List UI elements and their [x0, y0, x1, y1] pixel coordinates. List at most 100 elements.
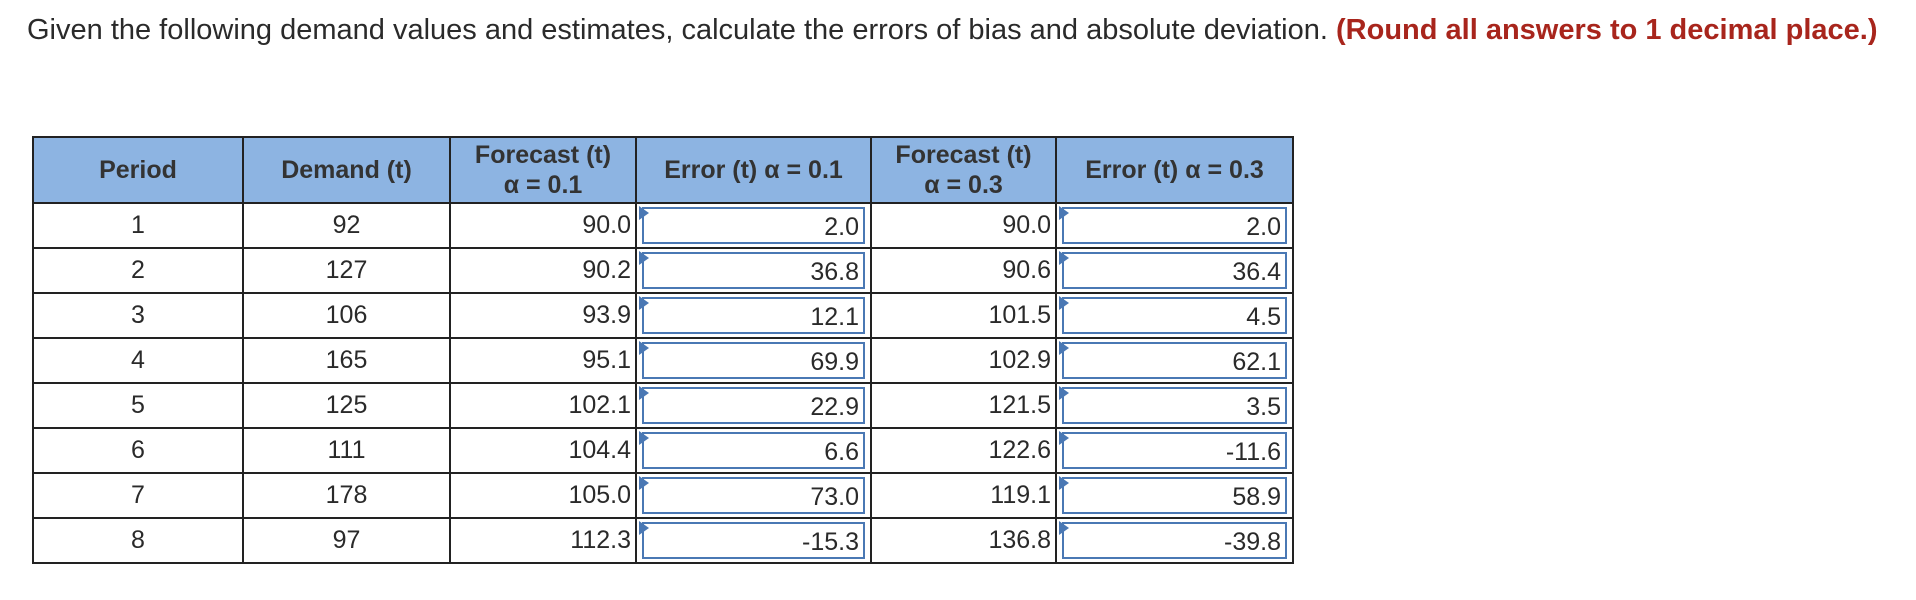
period-cell: 4	[32, 337, 244, 384]
error-alpha-01-input[interactable]: 22.9	[642, 387, 865, 424]
error-alpha-03-input[interactable]: 4.5	[1062, 297, 1287, 334]
error-alpha-03-cell: 3.5	[1055, 382, 1294, 429]
error-alpha-01-input[interactable]: 73.0	[642, 477, 865, 514]
answer-marker-icon	[639, 206, 649, 220]
table-header-row: Period Demand (t) Forecast (t) α = 0.1 E…	[32, 136, 1294, 204]
answer-marker-icon	[1059, 206, 1069, 220]
answer-marker-icon	[639, 341, 649, 355]
answer-marker-icon	[1059, 296, 1069, 310]
question-prompt: Given the following demand values and es…	[27, 14, 1328, 46]
forecast-alpha-03-cell: 102.9	[870, 337, 1057, 384]
forecast-alpha-01-cell: 90.0	[449, 202, 637, 249]
demand-cell: 127	[242, 247, 451, 294]
forecast-alpha-03-cell: 122.6	[870, 427, 1057, 474]
error-alpha-01-cell: 6.6	[635, 427, 872, 474]
header-forecast-alpha-03-line2: α = 0.3	[924, 171, 1003, 199]
forecast-alpha-01-cell: 105.0	[449, 472, 637, 519]
forecast-alpha-01-cell: 95.1	[449, 337, 637, 384]
demand-cell: 125	[242, 382, 451, 429]
error-alpha-03-input[interactable]: 58.9	[1062, 477, 1287, 514]
answer-marker-icon	[639, 431, 649, 445]
forecast-alpha-03-cell: 136.8	[870, 517, 1057, 564]
table-row: 4 165 95.1 69.9 102.9 62.1	[32, 337, 1294, 384]
error-alpha-03-input[interactable]: 36.4	[1062, 252, 1287, 289]
header-error-alpha-03: Error (t) α = 0.3	[1055, 136, 1294, 204]
demand-cell: 106	[242, 292, 451, 339]
answer-marker-icon	[1059, 521, 1069, 535]
demand-cell: 178	[242, 472, 451, 519]
error-alpha-03-cell: -39.8	[1055, 517, 1294, 564]
answer-marker-icon	[639, 296, 649, 310]
error-alpha-03-cell: -11.6	[1055, 427, 1294, 474]
forecast-alpha-03-cell: 90.0	[870, 202, 1057, 249]
error-alpha-03-cell: 2.0	[1055, 202, 1294, 249]
forecast-alpha-01-cell: 112.3	[449, 517, 637, 564]
error-alpha-01-cell: 12.1	[635, 292, 872, 339]
table-row: 5 125 102.1 22.9 121.5 3.5	[32, 382, 1294, 429]
forecast-alpha-01-cell: 104.4	[449, 427, 637, 474]
answer-marker-icon	[1059, 251, 1069, 265]
error-alpha-01-input[interactable]: 2.0	[642, 207, 865, 244]
header-demand: Demand (t)	[242, 136, 451, 204]
answer-marker-icon	[1059, 386, 1069, 400]
error-alpha-01-cell: 73.0	[635, 472, 872, 519]
period-cell: 5	[32, 382, 244, 429]
demand-cell: 165	[242, 337, 451, 384]
error-alpha-03-input[interactable]: -39.8	[1062, 522, 1287, 559]
error-alpha-03-input[interactable]: -11.6	[1062, 432, 1287, 469]
table-row: 2 127 90.2 36.8 90.6 36.4	[32, 247, 1294, 294]
table-row: 8 97 112.3 -15.3 136.8 -39.8	[32, 517, 1294, 564]
answer-marker-icon	[639, 386, 649, 400]
header-forecast-alpha-03-line1: Forecast (t)	[895, 141, 1032, 169]
error-alpha-01-input[interactable]: 36.8	[642, 252, 865, 289]
error-alpha-01-cell: 22.9	[635, 382, 872, 429]
error-alpha-01-cell: 69.9	[635, 337, 872, 384]
answer-marker-icon	[1059, 476, 1069, 490]
header-forecast-alpha-01: Forecast (t) α = 0.1	[449, 136, 637, 204]
error-alpha-03-cell: 62.1	[1055, 337, 1294, 384]
forecast-alpha-01-cell: 102.1	[449, 382, 637, 429]
period-cell: 3	[32, 292, 244, 339]
demand-cell: 97	[242, 517, 451, 564]
error-alpha-03-input[interactable]: 2.0	[1062, 207, 1287, 244]
question-text: Given the following demand values and es…	[27, 12, 1907, 48]
answer-marker-icon	[639, 521, 649, 535]
forecast-alpha-03-cell: 119.1	[870, 472, 1057, 519]
error-alpha-01-cell: -15.3	[635, 517, 872, 564]
table-row: 6 111 104.4 6.6 122.6 -11.6	[32, 427, 1294, 474]
forecast-alpha-03-cell: 101.5	[870, 292, 1057, 339]
period-cell: 7	[32, 472, 244, 519]
error-alpha-01-input[interactable]: 12.1	[642, 297, 865, 334]
header-forecast-alpha-01-line2: α = 0.1	[503, 171, 583, 199]
error-alpha-03-input[interactable]: 62.1	[1062, 342, 1287, 379]
error-alpha-01-input[interactable]: 69.9	[642, 342, 865, 379]
error-alpha-03-cell: 36.4	[1055, 247, 1294, 294]
forecast-alpha-03-cell: 121.5	[870, 382, 1057, 429]
period-cell: 2	[32, 247, 244, 294]
table-row: 3 106 93.9 12.1 101.5 4.5	[32, 292, 1294, 339]
table-row: 1 92 90.0 2.0 90.0 2.0	[32, 202, 1294, 249]
header-period: Period	[32, 136, 244, 204]
answer-marker-icon	[1059, 431, 1069, 445]
table-body: 1 92 90.0 2.0 90.0 2.0 2 127 90.2 36.8 90.6 36.4 3 10…	[32, 202, 1294, 564]
forecast-alpha-01-cell: 93.9	[449, 292, 637, 339]
rounding-instruction: (Round all answers to 1 decimal place.)	[1336, 14, 1878, 46]
header-error-alpha-01: Error (t) α = 0.1	[635, 136, 872, 204]
error-alpha-01-input[interactable]: 6.6	[642, 432, 865, 469]
error-alpha-01-cell: 36.8	[635, 247, 872, 294]
forecast-alpha-01-cell: 90.2	[449, 247, 637, 294]
forecast-error-table: Period Demand (t) Forecast (t) α = 0.1 E…	[32, 136, 1294, 564]
error-alpha-01-input[interactable]: -15.3	[642, 522, 865, 559]
error-alpha-03-input[interactable]: 3.5	[1062, 387, 1287, 424]
demand-cell: 111	[242, 427, 451, 474]
header-forecast-alpha-03: Forecast (t) α = 0.3	[870, 136, 1057, 204]
error-alpha-01-cell: 2.0	[635, 202, 872, 249]
answer-marker-icon	[639, 476, 649, 490]
demand-cell: 92	[242, 202, 451, 249]
answer-marker-icon	[639, 251, 649, 265]
error-alpha-03-cell: 4.5	[1055, 292, 1294, 339]
error-alpha-03-cell: 58.9	[1055, 472, 1294, 519]
period-cell: 8	[32, 517, 244, 564]
answer-marker-icon	[1059, 341, 1069, 355]
header-forecast-alpha-01-line1: Forecast (t)	[474, 141, 612, 169]
